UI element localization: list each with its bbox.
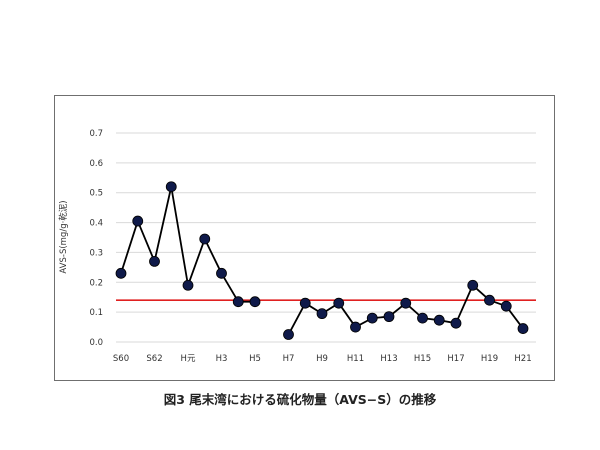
- y-tick-label: 0.3: [89, 248, 103, 258]
- x-tick-label: S62: [146, 354, 162, 364]
- data-point: [333, 297, 345, 309]
- data-point: [417, 312, 428, 324]
- y-tick-label: 0.7: [89, 129, 103, 139]
- data-point: [517, 323, 529, 334]
- data-point: [283, 329, 294, 340]
- chart-frame: [54, 95, 555, 381]
- x-tick-label: H9: [316, 354, 328, 364]
- data-point: [366, 312, 378, 324]
- data-point: [199, 233, 211, 245]
- x-tick-label: S60: [113, 354, 129, 364]
- x-tick-label: H15: [414, 354, 431, 364]
- x-tick-label: H19: [481, 354, 498, 364]
- data-point: [115, 267, 127, 279]
- data-point: [450, 317, 462, 329]
- figure-caption: 図3 尾末湾における硫化物量（AVS−S）の推移: [163, 392, 437, 407]
- y-axis-title: AVS-S(mg/g·乾泥): [59, 200, 69, 274]
- y-tick-label: 0.1: [89, 308, 103, 318]
- data-point: [500, 300, 512, 312]
- data-point: [149, 255, 160, 267]
- x-tick-label: H17: [447, 354, 464, 364]
- data-point: [249, 296, 261, 308]
- data-point: [299, 297, 311, 309]
- x-tick-label: H元: [181, 354, 196, 364]
- y-tick-label: 0.5: [89, 189, 103, 199]
- data-point: [232, 296, 244, 308]
- data-point: [216, 267, 227, 279]
- data-point: [316, 308, 328, 320]
- y-tick-label: 0.4: [89, 219, 103, 229]
- data-point: [165, 181, 177, 193]
- x-tick-label: H5: [249, 354, 261, 364]
- data-point: [350, 321, 361, 333]
- data-point: [400, 297, 412, 309]
- x-tick-label: H3: [216, 354, 228, 364]
- y-tick-label: 0.2: [89, 278, 103, 288]
- data-point: [467, 279, 479, 291]
- data-point: [132, 215, 144, 227]
- x-tick-label: H21: [514, 354, 531, 364]
- y-tick-label: 0.0: [89, 338, 103, 348]
- data-point: [182, 279, 194, 291]
- x-tick-label: H7: [283, 354, 295, 364]
- x-tick-label: H13: [380, 354, 397, 364]
- y-tick-label: 0.6: [89, 159, 103, 169]
- data-point: [383, 311, 395, 323]
- data-point: [484, 294, 495, 306]
- x-tick-label: H11: [347, 354, 364, 364]
- data-point: [433, 314, 445, 326]
